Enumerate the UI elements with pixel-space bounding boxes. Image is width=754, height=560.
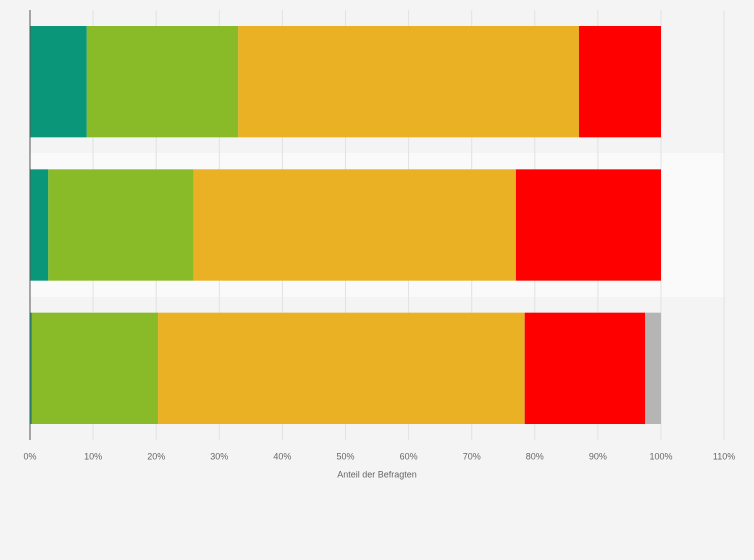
bar-segment bbox=[515, 169, 661, 281]
x-tick-label: 10% bbox=[84, 451, 102, 461]
x-tick-label: 30% bbox=[210, 451, 228, 461]
x-tick-label: 80% bbox=[526, 451, 544, 461]
x-tick-label: 90% bbox=[589, 451, 607, 461]
x-tick-label: 110% bbox=[713, 451, 735, 461]
bar-segment bbox=[524, 312, 646, 424]
x-tick-label: 60% bbox=[400, 451, 418, 461]
bar-segment bbox=[158, 312, 525, 424]
bar-segment bbox=[578, 26, 661, 138]
bar-segment bbox=[30, 169, 49, 281]
bar-segment bbox=[30, 312, 32, 424]
x-axis-title: Anteil der Befragten bbox=[337, 469, 417, 479]
x-tick-label: 100% bbox=[649, 451, 672, 461]
x-tick-label: 20% bbox=[147, 451, 165, 461]
x-tick-label: 50% bbox=[336, 451, 354, 461]
bar-segment bbox=[30, 26, 87, 138]
bar-segment bbox=[193, 169, 516, 281]
bar-segment bbox=[86, 26, 239, 138]
bar-segment bbox=[31, 312, 159, 424]
bar-segment bbox=[645, 312, 661, 424]
bar-segment bbox=[48, 169, 194, 281]
x-tick-label: 70% bbox=[463, 451, 481, 461]
x-tick-label: 40% bbox=[273, 451, 291, 461]
bar-segment bbox=[238, 26, 579, 138]
x-tick-label: 0% bbox=[23, 451, 36, 461]
